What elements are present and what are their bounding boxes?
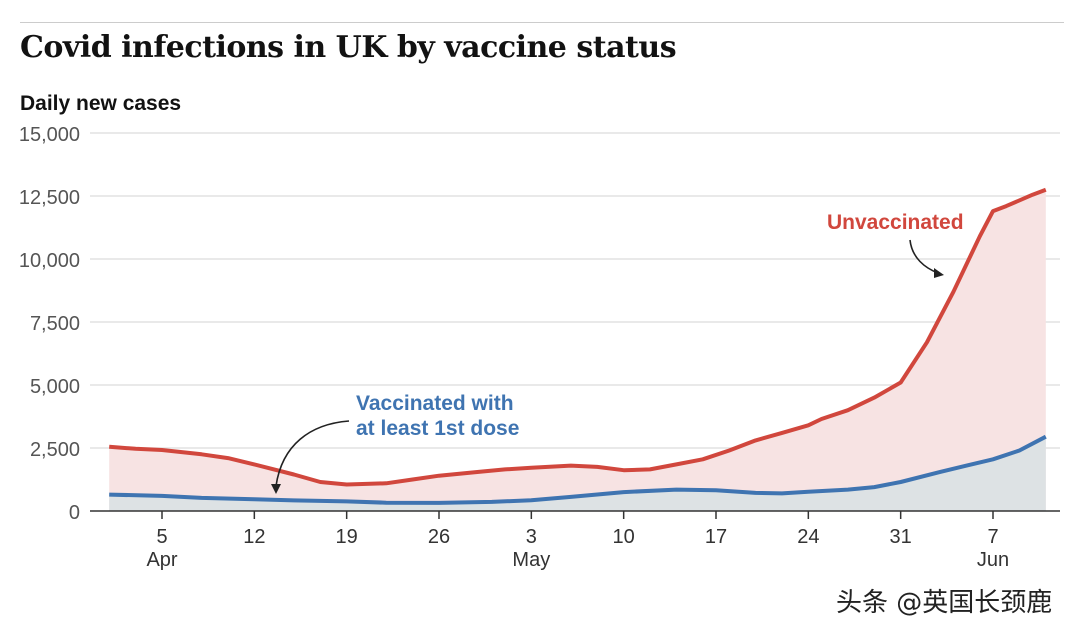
- y-tick-label: 10,000: [19, 250, 80, 272]
- x-tick-label: 19: [336, 526, 358, 548]
- annotation-arrow-vaccinated: [275, 420, 350, 487]
- annotation-arrow-unvaccinated: [909, 239, 939, 274]
- watermark: 头条 @英国长颈鹿: [836, 588, 1053, 618]
- line-vaccinated: [109, 434, 1047, 505]
- y-tick-label: 15,000: [19, 124, 80, 146]
- annotation-vaccinated-line2: at least 1st dose: [356, 417, 519, 440]
- chart-title: Covid infections in UK by vaccine status: [20, 30, 677, 65]
- y-tick-label: 0: [69, 502, 80, 524]
- x-tick-label: 5: [156, 526, 167, 548]
- x-tick-label: 17: [705, 526, 727, 548]
- y-tick-label: 5,000: [30, 376, 80, 398]
- y-tick-label: 2,500: [30, 439, 80, 461]
- arrowhead-vaccinated: [271, 484, 281, 494]
- x-tick-label: 24: [797, 526, 819, 548]
- y-tick-label: 7,500: [30, 313, 80, 335]
- line-unvaccinated: [109, 187, 1047, 487]
- x-month-label: Jun: [977, 549, 1009, 571]
- x-tick-label: 3: [526, 526, 537, 548]
- top-rule: [20, 22, 1064, 23]
- annotation-unvaccinated: Unvaccinated: [827, 211, 964, 234]
- x-tick-label: 26: [428, 526, 450, 548]
- y-axis-label: Daily new cases: [20, 92, 182, 115]
- x-tick-label: 31: [890, 526, 912, 548]
- y-tick-label: 12,500: [19, 187, 80, 209]
- area-unvaccinated: [109, 189, 1046, 511]
- x-month-label: Apr: [146, 549, 177, 571]
- x-tick-label: 12: [243, 526, 265, 548]
- arrowhead-unvaccinated: [934, 268, 944, 278]
- x-tick-label: 10: [613, 526, 635, 548]
- annotation-vaccinated-line1: Vaccinated with: [356, 392, 514, 415]
- x-tick-label: 7: [987, 526, 998, 548]
- x-month-label: May: [512, 549, 550, 571]
